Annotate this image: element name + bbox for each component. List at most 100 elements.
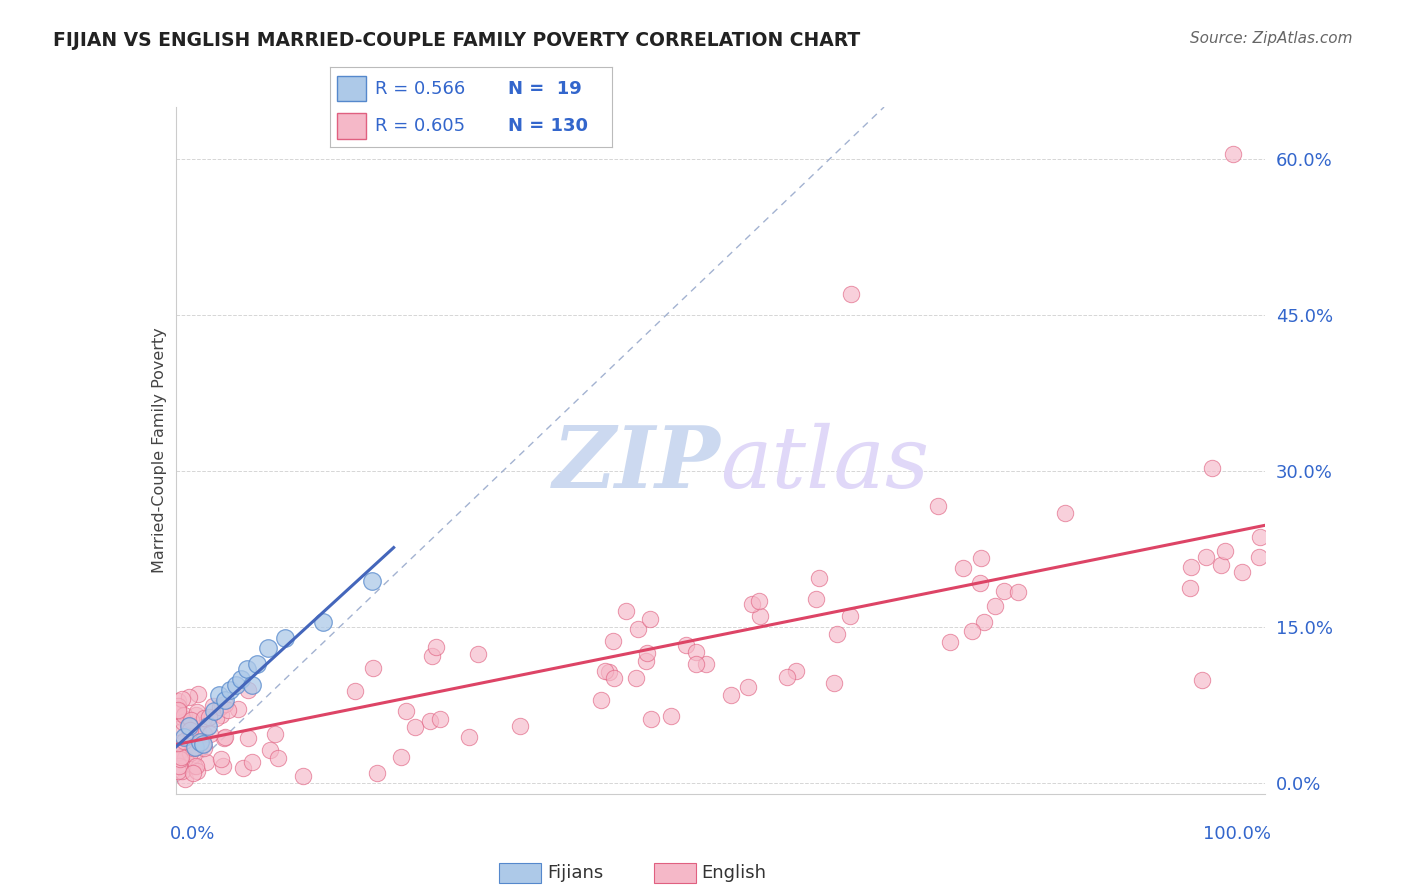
Point — [226, 702, 249, 716]
Point — [170, 750, 193, 764]
Point — [1191, 673, 1213, 688]
Point — [638, 612, 661, 626]
Point — [1180, 559, 1202, 574]
Point — [1249, 530, 1271, 544]
Point — [264, 726, 287, 740]
Point — [344, 684, 367, 698]
Point — [193, 741, 215, 756]
Point — [184, 708, 207, 723]
Point — [180, 714, 202, 728]
Point — [419, 714, 441, 729]
Point — [602, 634, 624, 648]
Point — [312, 615, 335, 630]
Point — [1053, 506, 1076, 520]
Point — [804, 592, 827, 607]
Point — [174, 751, 197, 765]
FancyBboxPatch shape — [337, 113, 366, 139]
Point — [193, 737, 215, 751]
Point — [1232, 565, 1254, 579]
Point — [186, 764, 208, 778]
Point — [240, 755, 263, 769]
Text: ZIP: ZIP — [553, 423, 721, 506]
Point — [839, 609, 862, 624]
Point — [1201, 461, 1223, 475]
Point — [225, 678, 247, 692]
Point — [167, 758, 190, 772]
Point — [169, 752, 191, 766]
Point — [236, 683, 259, 698]
Text: Fijians: Fijians — [547, 864, 603, 882]
Point — [420, 648, 443, 663]
Point — [659, 708, 682, 723]
Point — [209, 708, 232, 723]
Point — [174, 772, 197, 786]
Text: R = 0.605: R = 0.605 — [375, 118, 465, 136]
Point — [1213, 543, 1236, 558]
Text: N =  19: N = 19 — [508, 79, 581, 97]
Point — [395, 705, 418, 719]
Point — [807, 570, 830, 584]
Point — [232, 761, 254, 775]
Point — [172, 711, 194, 725]
Point — [973, 615, 995, 629]
Point — [167, 745, 190, 759]
Point — [219, 682, 242, 697]
Point — [183, 747, 205, 761]
Point — [614, 604, 637, 618]
Point — [785, 664, 807, 678]
Point — [167, 746, 190, 760]
Point — [458, 730, 481, 744]
Point — [212, 759, 235, 773]
Point — [1195, 549, 1218, 564]
Point — [952, 560, 974, 574]
Point — [193, 727, 215, 741]
Point — [741, 597, 763, 611]
Point — [173, 707, 195, 722]
Point — [187, 718, 209, 732]
Point — [1249, 549, 1271, 564]
Point — [291, 769, 314, 783]
Point — [188, 735, 211, 749]
Point — [823, 675, 845, 690]
Point — [595, 664, 617, 678]
Point — [720, 689, 742, 703]
Point — [425, 640, 447, 654]
Point — [173, 734, 195, 748]
Point — [212, 731, 235, 746]
Point — [204, 710, 226, 724]
Point — [776, 670, 799, 684]
Point — [167, 706, 190, 720]
Point — [685, 657, 707, 672]
Point — [366, 766, 388, 780]
Point — [509, 719, 531, 733]
Point — [173, 730, 195, 744]
Text: R = 0.566: R = 0.566 — [375, 79, 465, 97]
Point — [429, 712, 451, 726]
Point — [198, 726, 221, 740]
Point — [172, 764, 194, 778]
Point — [177, 719, 200, 733]
Point — [197, 719, 219, 733]
Point — [211, 752, 233, 766]
Point — [170, 691, 193, 706]
Point — [748, 594, 770, 608]
Point — [1211, 558, 1233, 573]
Point — [939, 634, 962, 648]
Point — [637, 646, 659, 660]
Point — [841, 287, 863, 301]
Point — [187, 687, 209, 701]
Point — [167, 694, 190, 708]
Point — [467, 648, 489, 662]
Point — [167, 736, 190, 750]
Point — [361, 574, 384, 588]
Point — [177, 690, 200, 705]
Point — [1222, 146, 1244, 161]
Point — [191, 737, 214, 751]
Point — [685, 645, 707, 659]
Point — [183, 741, 205, 756]
Point — [202, 704, 225, 718]
Text: English: English — [702, 864, 766, 882]
Point — [193, 711, 215, 725]
Point — [267, 751, 290, 765]
Text: atlas: atlas — [721, 423, 929, 506]
